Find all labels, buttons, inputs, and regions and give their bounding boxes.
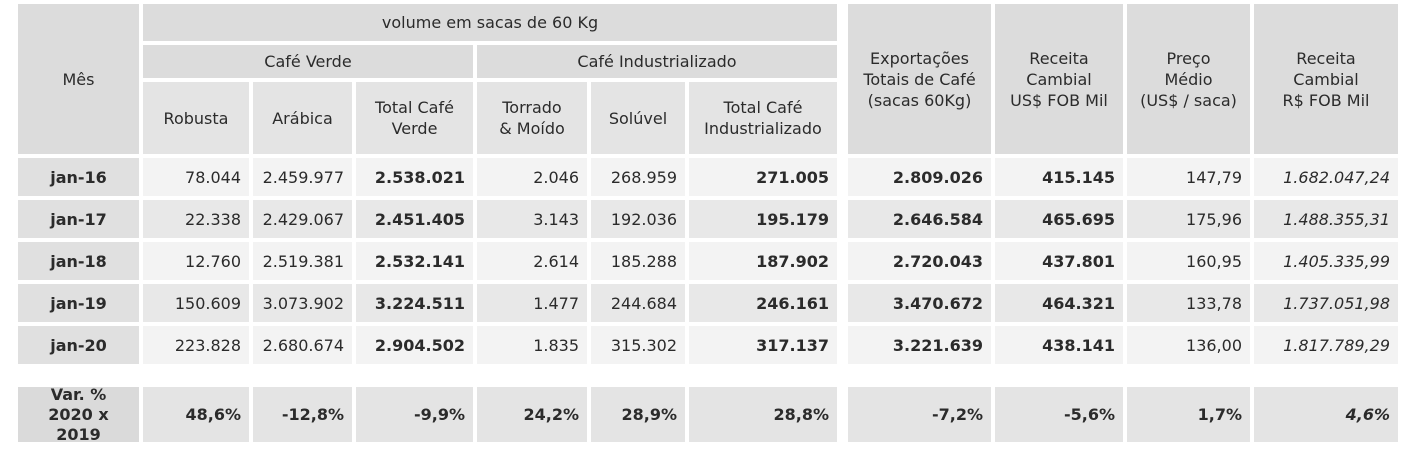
header-exportacoes: Exportações Totais de Café (sacas 60Kg) xyxy=(848,4,991,154)
cell-preco: 136,00 xyxy=(1127,326,1250,364)
cell-torrado: 3.143 xyxy=(477,200,587,238)
cell-preco: 133,78 xyxy=(1127,284,1250,322)
cell-arabica: 2.429.067 xyxy=(253,200,352,238)
row-month: jan-17 xyxy=(18,200,139,238)
cell-total-verde: 2.904.502 xyxy=(356,326,473,364)
cell-arabica: 2.519.381 xyxy=(253,242,352,280)
variation-exportacoes: -7,2% xyxy=(848,387,991,442)
cell-robusta: 12.760 xyxy=(143,242,249,280)
variation-arabica: -12,8% xyxy=(253,387,352,442)
cell-exportacoes: 2.809.026 xyxy=(848,158,991,196)
cell-soluvel: 268.959 xyxy=(591,158,685,196)
variation-receita-usd: -5,6% xyxy=(995,387,1123,442)
variation-torrado: 24,2% xyxy=(477,387,587,442)
cell-exportacoes: 3.221.639 xyxy=(848,326,991,364)
cell-receita-usd: 464.321 xyxy=(995,284,1123,322)
header-receita-usd: Receita Cambial US$ FOB Mil xyxy=(995,4,1123,154)
cell-receita-brl: 1.682.047,24 xyxy=(1254,158,1398,196)
cell-receita-usd: 465.695 xyxy=(995,200,1123,238)
header-arabica: Arábica xyxy=(253,82,352,154)
header-mes: Mês xyxy=(18,4,139,154)
cell-preco: 175,96 xyxy=(1127,200,1250,238)
header-total-cafe-industrializado: Total Café Industrializado xyxy=(689,82,837,154)
cell-torrado: 2.614 xyxy=(477,242,587,280)
cell-preco: 160,95 xyxy=(1127,242,1250,280)
cell-soluvel: 244.684 xyxy=(591,284,685,322)
row-month: jan-16 xyxy=(18,158,139,196)
cell-total-ind: 317.137 xyxy=(689,326,837,364)
cell-arabica: 2.680.674 xyxy=(253,326,352,364)
row-month: jan-19 xyxy=(18,284,139,322)
variation-label: Var. % 2020 x 2019 xyxy=(18,385,139,444)
cell-total-verde: 2.538.021 xyxy=(356,158,473,196)
cell-arabica: 3.073.902 xyxy=(253,284,352,322)
variation-receita-brl: 4,6% xyxy=(1254,387,1398,442)
cell-robusta: 223.828 xyxy=(143,326,249,364)
cell-receita-brl: 1.405.335,99 xyxy=(1254,242,1398,280)
cell-robusta: 22.338 xyxy=(143,200,249,238)
row-month: jan-20 xyxy=(18,326,139,364)
cell-exportacoes: 3.470.672 xyxy=(848,284,991,322)
header-preco-medio: Preço Médio (US$ / saca) xyxy=(1127,4,1250,154)
cell-receita-usd: 438.141 xyxy=(995,326,1123,364)
header-torrado-moido: Torrado & Moído xyxy=(477,82,587,154)
header-volume-group: volume em sacas de 60 Kg xyxy=(143,4,837,41)
cell-total-ind: 195.179 xyxy=(689,200,837,238)
cell-receita-usd: 437.801 xyxy=(995,242,1123,280)
cell-robusta: 78.044 xyxy=(143,158,249,196)
variation-soluvel: 28,9% xyxy=(591,387,685,442)
cell-total-verde: 2.532.141 xyxy=(356,242,473,280)
header-robusta: Robusta xyxy=(143,82,249,154)
cell-torrado: 1.477 xyxy=(477,284,587,322)
cell-total-ind: 271.005 xyxy=(689,158,837,196)
header-soluvel: Solúvel xyxy=(591,82,685,154)
cell-soluvel: 315.302 xyxy=(591,326,685,364)
header-cafe-verde: Café Verde xyxy=(143,45,473,78)
header-total-cafe-verde: Total Café Verde xyxy=(356,82,473,154)
cell-torrado: 2.046 xyxy=(477,158,587,196)
variation-preco: 1,7% xyxy=(1127,387,1250,442)
cell-receita-brl: 1.817.789,29 xyxy=(1254,326,1398,364)
variation-total-verde: -9,9% xyxy=(356,387,473,442)
cell-soluvel: 192.036 xyxy=(591,200,685,238)
cell-exportacoes: 2.646.584 xyxy=(848,200,991,238)
cell-receita-brl: 1.488.355,31 xyxy=(1254,200,1398,238)
variation-robusta: 48,6% xyxy=(143,387,249,442)
cell-receita-usd: 415.145 xyxy=(995,158,1123,196)
cell-exportacoes: 2.720.043 xyxy=(848,242,991,280)
cell-robusta: 150.609 xyxy=(143,284,249,322)
header-receita-brl: Receita Cambial R$ FOB Mil xyxy=(1254,4,1398,154)
cell-total-ind: 187.902 xyxy=(689,242,837,280)
cell-receita-brl: 1.737.051,98 xyxy=(1254,284,1398,322)
cell-total-ind: 246.161 xyxy=(689,284,837,322)
cell-total-verde: 3.224.511 xyxy=(356,284,473,322)
variation-total-industrializado: 28,8% xyxy=(689,387,837,442)
cell-soluvel: 185.288 xyxy=(591,242,685,280)
cell-preco: 147,79 xyxy=(1127,158,1250,196)
cell-total-verde: 2.451.405 xyxy=(356,200,473,238)
cell-arabica: 2.459.977 xyxy=(253,158,352,196)
row-month: jan-18 xyxy=(18,242,139,280)
cell-torrado: 1.835 xyxy=(477,326,587,364)
header-cafe-industrializado: Café Industrializado xyxy=(477,45,837,78)
